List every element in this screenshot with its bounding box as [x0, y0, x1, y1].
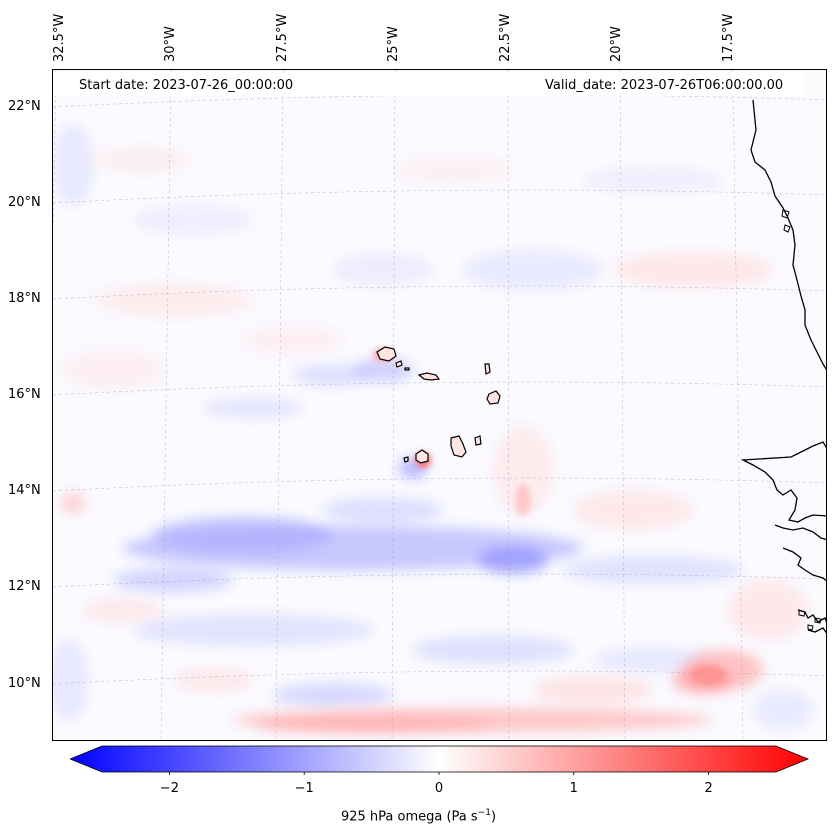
island-brava [404, 457, 408, 462]
lon-label-27-5: 27.5°W [275, 14, 290, 62]
omega-field-map [53, 70, 827, 741]
colorbar-body [70, 746, 808, 772]
lon-label-30: 30°W [163, 26, 178, 62]
start-date-label: Start date: 2023-07-26_00:00:00 [79, 78, 293, 93]
valid-date-label: Valid_date: 2023-07-26T06:00:00.00 [545, 78, 783, 93]
lon-label-25: 25°W [386, 26, 401, 62]
colorbar-tick-label: 0 [435, 781, 443, 796]
colorbar-tick-label: −2 [160, 781, 179, 796]
lon-label-32-5: 32.5°W [52, 14, 67, 62]
lon-label-17-5: 17.5°W [721, 14, 736, 62]
colorbar-tick-label: 1 [570, 781, 578, 796]
colorbar-tick-label: −1 [295, 781, 314, 796]
colorbar-tick-label: 2 [704, 781, 712, 796]
lat-label-20: 20°N [8, 195, 48, 210]
lat-label-12: 12°N [8, 579, 48, 594]
lat-label-10: 10°N [8, 676, 48, 691]
lat-label-22: 22°N [8, 99, 48, 114]
lat-label-14: 14°N [8, 483, 48, 498]
lat-label-18: 18°N [8, 291, 48, 306]
lat-label-16: 16°N [8, 387, 48, 402]
island-sal [485, 364, 490, 374]
colorbar-label-main: 925 hPa omega (Pa s [341, 809, 478, 824]
colorbar-label-end: ) [491, 809, 496, 824]
colorbar-tick-marks [169, 772, 708, 775]
lon-label-22-5: 22.5°W [498, 14, 513, 62]
colorbar-label-exponent: −1 [478, 808, 491, 818]
island-maio [475, 436, 481, 445]
colorbar-label: 925 hPa omega (Pa s−1) [0, 808, 837, 824]
lon-label-20: 20°W [609, 26, 624, 62]
colorbar [70, 745, 810, 775]
island-santa-luzia [405, 368, 409, 370]
map-panel [52, 69, 827, 741]
